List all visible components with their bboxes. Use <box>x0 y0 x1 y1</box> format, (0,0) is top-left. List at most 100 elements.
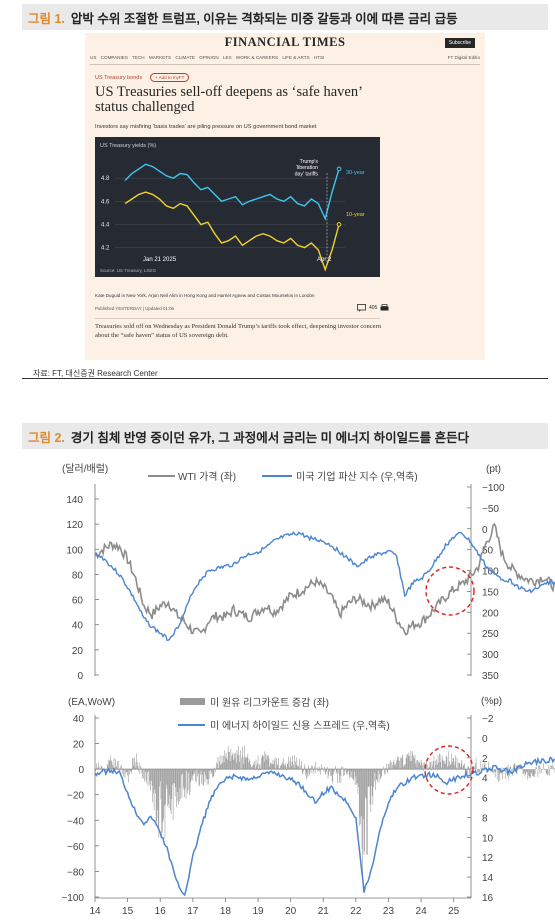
nav-item[interactable]: LIFE & ARTS <box>282 55 310 60</box>
article-standfirst: Investors say misfiring ‘basis trades’ a… <box>95 124 317 130</box>
article-divider <box>95 318 380 319</box>
left-tick-label-bottom: −100 <box>61 893 84 904</box>
ft-y-tick-label: 4.2 <box>101 246 110 252</box>
right-tick-label-bottom: 6 <box>482 794 488 805</box>
right-tick-label-bottom: 14 <box>482 873 494 884</box>
ft-article-screenshot: FINANCIAL TIMES Subscribe US COMPANIES T… <box>85 33 485 360</box>
legend-label-bankruptcy: 미국 기업 파산 지수 (우,역축) <box>296 470 418 483</box>
x-tick-label: 23 <box>383 906 395 917</box>
right-tick-label-bottom: 4 <box>482 774 488 785</box>
left-tick-label: 140 <box>66 495 83 506</box>
left-tick-label: 40 <box>72 621 84 632</box>
article-headline: US Treasuries sell-off deepens as ‘safe … <box>95 84 362 115</box>
right-tick-label: 100 <box>482 567 499 578</box>
ft-y-tick-label: 4.8 <box>101 176 110 182</box>
left-tick-label: 20 <box>72 646 84 657</box>
figure2-title: 경기 침체 반영 중이던 유가, 그 과정에서 금리는 미 에너지 하이일드를 … <box>70 430 470 445</box>
x-tick-label: 25 <box>448 906 460 917</box>
x-tick-label: 14 <box>89 906 101 917</box>
highlight-circle-bottom <box>424 745 474 795</box>
left-tick-label: 80 <box>72 570 84 581</box>
hy-spread-line <box>94 756 555 897</box>
right-tick-label-bottom: 16 <box>482 893 494 904</box>
figure2-header: 그림 2. 경기 침체 반영 중이던 유가, 그 과정에서 금리는 미 에너지 … <box>22 423 548 449</box>
subscribe-button[interactable]: Subscribe <box>444 38 475 48</box>
ft-chart-title: US Treasury yields (%) <box>100 143 156 149</box>
comment-count[interactable]: 405 <box>369 305 378 311</box>
article-byline: Kate Duguid in New York, Arjun Neil Alim… <box>95 293 315 298</box>
wti-price-line <box>94 522 555 636</box>
x-tick-label: 24 <box>416 906 428 917</box>
legend-label-wti: WTI 가격 (좌) <box>178 470 236 483</box>
x-tick-label: 19 <box>252 906 264 917</box>
article-topic-tag[interactable]: US Treasury bonds <box>95 75 143 81</box>
x-tick-label: 15 <box>122 906 134 917</box>
nav-divider <box>90 64 480 65</box>
x-tick-label: 20 <box>285 906 297 917</box>
bankruptcy-index-line <box>94 531 555 642</box>
right-tick-label-bottom: 8 <box>482 813 488 824</box>
nav-item[interactable]: MARKETS <box>148 55 172 60</box>
left-tick-label-bottom: 0 <box>78 765 84 776</box>
ft-series-endpoint <box>336 222 342 227</box>
right-tick-label: 350 <box>482 671 499 682</box>
right-tick-label: −50 <box>482 504 499 515</box>
figure1-source: 자료: FT, 대신증권 Research Center <box>33 369 158 378</box>
nav-item[interactable]: LEX <box>222 55 232 60</box>
treasury-yield-chart: US Treasury yields (%) 4.2 4.4 4.6 4.8 Trum… <box>95 137 380 277</box>
nav-item[interactable]: OPINION <box>199 55 219 60</box>
right-tick-label: 250 <box>482 629 499 640</box>
figure1-header: 그림 1. 압박 수위 조절한 트럼프, 이유는 격화되는 미중 갈등과 이에 … <box>22 4 548 30</box>
x-label-end: Apr 2 <box>317 257 332 263</box>
ft-masthead: FINANCIAL TIMES <box>224 35 346 49</box>
comment-icon[interactable] <box>357 304 366 312</box>
right-tick-label: −100 <box>482 483 505 494</box>
right-tick-label: 50 <box>482 546 494 557</box>
x-tick-label: 22 <box>350 906 362 917</box>
right-tick-label-bottom: 2 <box>482 754 488 765</box>
legend-label-spread: 미 에너지 하이일드 신용 스프레드 (우,역축) <box>210 719 390 732</box>
legend-label-rig: 미 원유 리그카운트 증감 (좌) <box>210 697 329 709</box>
series-label-30y: 30-year <box>346 170 365 176</box>
nav-item[interactable]: HTSI <box>313 55 325 60</box>
nav-item[interactable]: COMPANIES <box>100 55 128 60</box>
nav-item[interactable]: CLIMATE <box>175 55 195 60</box>
ft-series-endpoint <box>336 166 342 172</box>
left-axis-title-bottom: (EA,WoW) <box>68 697 115 708</box>
ft-series-line <box>124 163 340 221</box>
x-label-start: Jan 21 2025 <box>143 257 177 263</box>
highlight-circle-top <box>425 566 475 616</box>
left-tick-label-bottom: 20 <box>73 740 85 751</box>
right-tick-label-bottom: 0 <box>482 734 488 745</box>
x-tick-label: 21 <box>318 906 330 917</box>
figure1-title: 압박 수위 조절한 트럼프, 이유는 격화되는 미중 갈등과 이에 따른 금리 … <box>70 11 458 26</box>
print-icon[interactable] <box>380 304 389 312</box>
right-tick-label: 300 <box>482 650 499 661</box>
ft-y-tick-label: 4.4 <box>101 222 110 228</box>
left-tick-label: 100 <box>66 545 83 556</box>
left-tick-label-bottom: −60 <box>67 842 84 853</box>
right-tick-label-bottom: −2 <box>482 714 494 725</box>
add-to-myft-button[interactable]: + Add to myFT <box>150 73 190 82</box>
right-tick-label-bottom: 12 <box>482 853 494 864</box>
article-tools: 405 <box>357 304 389 312</box>
left-tick-label-bottom: −80 <box>67 867 84 878</box>
ft-series-line <box>124 191 340 272</box>
left-tick-label-bottom: −20 <box>67 791 84 802</box>
right-tick-label: 150 <box>482 587 499 598</box>
left-tick-label: 60 <box>72 596 84 607</box>
nav-item[interactable]: WORK & CAREERS <box>235 55 279 60</box>
oil-and-credit-chart: (달러/배럴) (pt) WTI 가격 (좌) 미국 기업 파산 지수 (우,역축) 0… <box>61 462 555 917</box>
ft-chart-source: Source: US Treasury, LSEG <box>100 268 156 273</box>
left-tick-label-bottom: 40 <box>73 714 85 725</box>
right-axis-title-bottom: (%p) <box>481 696 502 707</box>
figure2-label: 그림 2. <box>28 430 65 445</box>
x-tick-label: 17 <box>187 906 199 917</box>
edition-link[interactable]: FT Digital Editio <box>447 55 480 60</box>
right-tick-label: 200 <box>482 608 499 619</box>
right-tick-label-bottom: 10 <box>482 833 494 844</box>
right-tick-label: 0 <box>482 525 488 536</box>
ft-nav: US COMPANIES TECH MARKETS CLIMATE OPINIO… <box>90 55 480 60</box>
nav-item[interactable]: TECH <box>132 55 145 60</box>
nav-item[interactable]: US <box>90 55 97 60</box>
